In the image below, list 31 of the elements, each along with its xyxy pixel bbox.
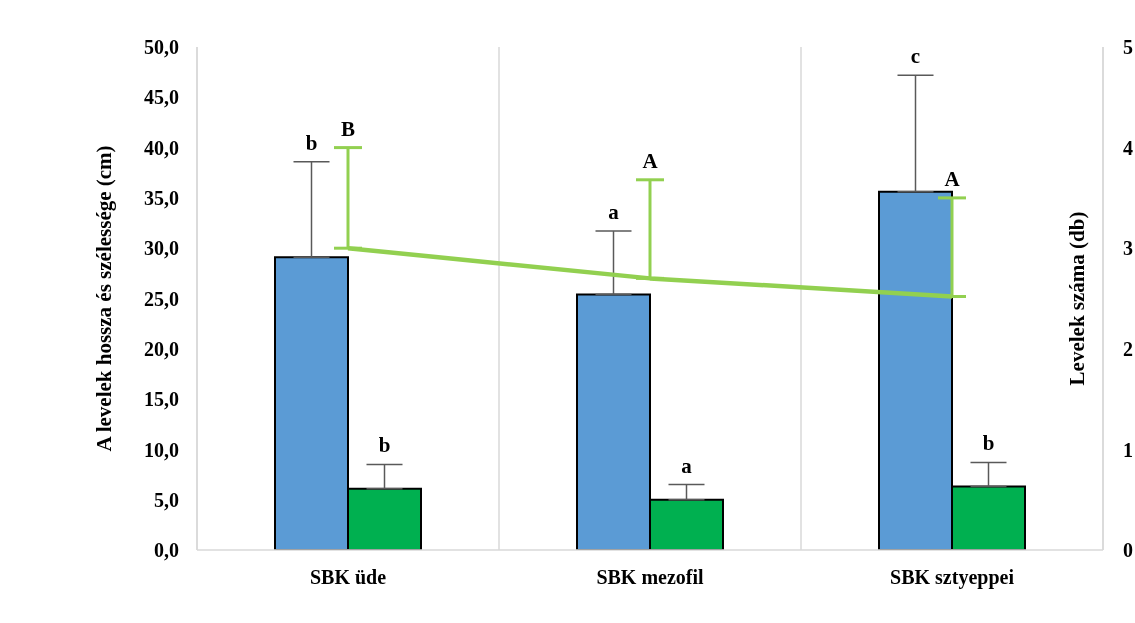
y-tick-label: 10,0 xyxy=(144,438,179,461)
x-tick-label: SBK sztyeppei xyxy=(890,566,1015,590)
y2-tick-label: 2 xyxy=(1123,337,1133,360)
y2-tick-label: 4 xyxy=(1123,136,1133,159)
annotation: a xyxy=(681,453,693,478)
y2-tick-label: 1 xyxy=(1123,438,1133,461)
y-axis-title: A levelek hossza és szélessége (cm) xyxy=(91,145,116,452)
annotation: B xyxy=(340,116,356,141)
y-tick-label: 15,0 xyxy=(144,388,179,411)
y-tick-label: 30,0 xyxy=(144,237,179,260)
annotation: b xyxy=(378,433,391,458)
y2-tick-label: 5 xyxy=(1123,36,1133,59)
y-tick-label: 0,0 xyxy=(154,539,179,562)
y-tick-label: 40,0 xyxy=(144,136,179,159)
annotation: c xyxy=(910,44,921,69)
y-tick-label: 45,0 xyxy=(144,86,179,109)
x-tick-label: SBK üde xyxy=(309,566,387,589)
y-tick-label: 50,0 xyxy=(144,36,179,59)
y-tick-label: 25,0 xyxy=(144,287,179,310)
annotation: A xyxy=(944,166,961,191)
y-tick-label: 5,0 xyxy=(154,488,179,511)
y2-axis-title: Levelek száma (db) xyxy=(1065,211,1090,386)
y2-tick-label: 3 xyxy=(1123,237,1133,260)
y2-tick-label: 0 xyxy=(1123,539,1133,562)
annotation: b xyxy=(982,431,995,456)
annotation: A xyxy=(642,148,659,173)
annotation: b xyxy=(305,130,318,155)
annotation: a xyxy=(608,200,620,225)
y-tick-label: 20,0 xyxy=(144,337,179,360)
x-tick-label: SBK mezofil xyxy=(596,566,705,589)
y-tick-label: 35,0 xyxy=(144,187,179,209)
